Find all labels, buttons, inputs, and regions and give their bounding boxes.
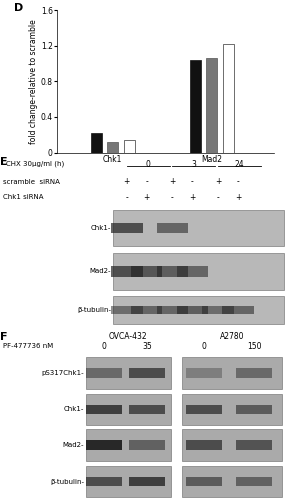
- Bar: [129, 368, 165, 378]
- Bar: [111, 306, 142, 314]
- Text: +: +: [189, 193, 196, 202]
- Text: +: +: [124, 177, 130, 186]
- Text: -: -: [191, 177, 194, 186]
- Bar: [131, 266, 162, 276]
- Text: Mad2-: Mad2-: [90, 268, 111, 274]
- Text: β-tubulin-: β-tubulin-: [50, 478, 84, 484]
- Bar: [86, 430, 171, 461]
- Bar: [107, 142, 118, 152]
- Bar: [157, 306, 188, 314]
- Bar: [186, 440, 222, 450]
- Text: +: +: [215, 177, 221, 186]
- Bar: [111, 266, 142, 276]
- Text: Mad2-: Mad2-: [63, 442, 84, 448]
- Bar: [157, 223, 188, 234]
- Bar: [86, 466, 171, 498]
- Y-axis label: fold change-relative to scramble: fold change-relative to scramble: [29, 19, 38, 144]
- Text: -: -: [217, 193, 219, 202]
- Bar: [182, 357, 282, 388]
- Bar: [186, 368, 222, 378]
- Bar: [182, 394, 282, 425]
- Text: 0: 0: [102, 342, 107, 350]
- Text: A2780: A2780: [220, 332, 245, 340]
- Bar: [86, 394, 171, 425]
- Text: 24: 24: [235, 160, 244, 169]
- Bar: [113, 254, 284, 290]
- Bar: [236, 405, 272, 414]
- Bar: [86, 477, 122, 486]
- Text: +: +: [235, 193, 241, 202]
- Bar: [86, 357, 171, 388]
- Text: E: E: [0, 156, 8, 166]
- Text: scramble  siRNA: scramble siRNA: [3, 178, 60, 184]
- Text: +: +: [144, 193, 150, 202]
- Bar: [222, 306, 254, 314]
- Bar: [182, 430, 282, 461]
- Text: -: -: [145, 177, 148, 186]
- Text: 35: 35: [142, 342, 152, 350]
- Bar: [86, 440, 122, 450]
- Bar: [113, 296, 284, 324]
- Bar: [236, 477, 272, 486]
- Text: CHX 30μg/ml (h): CHX 30μg/ml (h): [6, 160, 64, 166]
- Text: pS317Chk1-: pS317Chk1-: [41, 370, 84, 376]
- Bar: [190, 60, 201, 152]
- Bar: [86, 405, 122, 414]
- Bar: [177, 306, 208, 314]
- Bar: [129, 477, 165, 486]
- Bar: [131, 306, 162, 314]
- Bar: [86, 368, 122, 378]
- Text: Chk1-: Chk1-: [64, 406, 84, 412]
- Bar: [202, 306, 234, 314]
- Text: -: -: [237, 177, 239, 186]
- Bar: [206, 58, 217, 152]
- Text: -: -: [171, 193, 174, 202]
- Bar: [186, 477, 222, 486]
- Text: OVCA-432: OVCA-432: [109, 332, 148, 340]
- Text: β-tubulin-: β-tubulin-: [77, 307, 111, 313]
- Bar: [157, 266, 188, 276]
- Bar: [111, 223, 142, 234]
- Text: -: -: [125, 193, 128, 202]
- Text: 3: 3: [191, 160, 196, 169]
- Text: 0: 0: [146, 160, 151, 169]
- Bar: [182, 466, 282, 498]
- Text: 150: 150: [247, 342, 261, 350]
- Text: Chk1-: Chk1-: [91, 226, 111, 232]
- Bar: [223, 44, 234, 152]
- Bar: [236, 368, 272, 378]
- Text: D: D: [14, 3, 23, 13]
- Text: F: F: [0, 332, 7, 342]
- Bar: [113, 210, 284, 246]
- Bar: [91, 133, 102, 152]
- Bar: [129, 405, 165, 414]
- Bar: [123, 140, 135, 152]
- Text: PF-477736 nM: PF-477736 nM: [3, 343, 53, 349]
- Bar: [186, 405, 222, 414]
- Bar: [236, 440, 272, 450]
- Bar: [129, 440, 165, 450]
- Text: Chk1 siRNA: Chk1 siRNA: [3, 194, 43, 200]
- Text: +: +: [169, 177, 176, 186]
- Bar: [177, 266, 208, 276]
- Text: 0: 0: [202, 342, 207, 350]
